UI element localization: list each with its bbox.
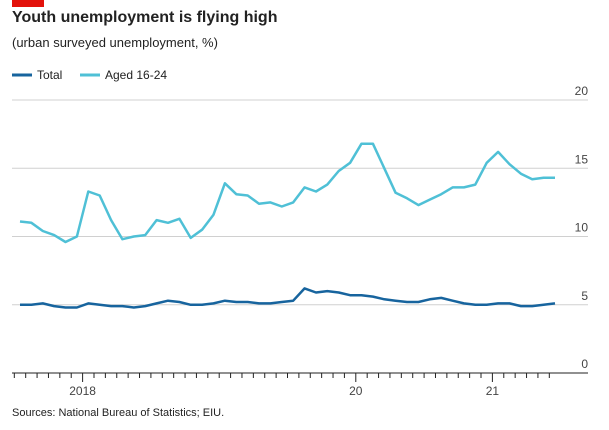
x-tick-label: 2018 — [69, 384, 96, 398]
x-tick-label: 21 — [486, 384, 500, 398]
y-tick-label: 0 — [581, 357, 588, 371]
chart-title: Youth unemployment is flying high — [12, 9, 277, 26]
series-line — [19, 142, 555, 244]
series-line — [20, 287, 556, 309]
y-tick-label: 20 — [575, 84, 589, 98]
source: Sources: National Bureau of Statistics; … — [12, 407, 224, 419]
y-tick-label: 15 — [575, 152, 589, 166]
y-tick-label: 5 — [581, 289, 588, 303]
legend-label: Total — [37, 68, 62, 82]
x-tick-label: 20 — [349, 384, 363, 398]
y-tick-label: 10 — [575, 221, 589, 235]
brand-mark — [12, 0, 44, 7]
chart-subtitle: (urban surveyed unemployment, %) — [12, 35, 218, 50]
legend-label: Aged 16-24 — [105, 68, 167, 82]
